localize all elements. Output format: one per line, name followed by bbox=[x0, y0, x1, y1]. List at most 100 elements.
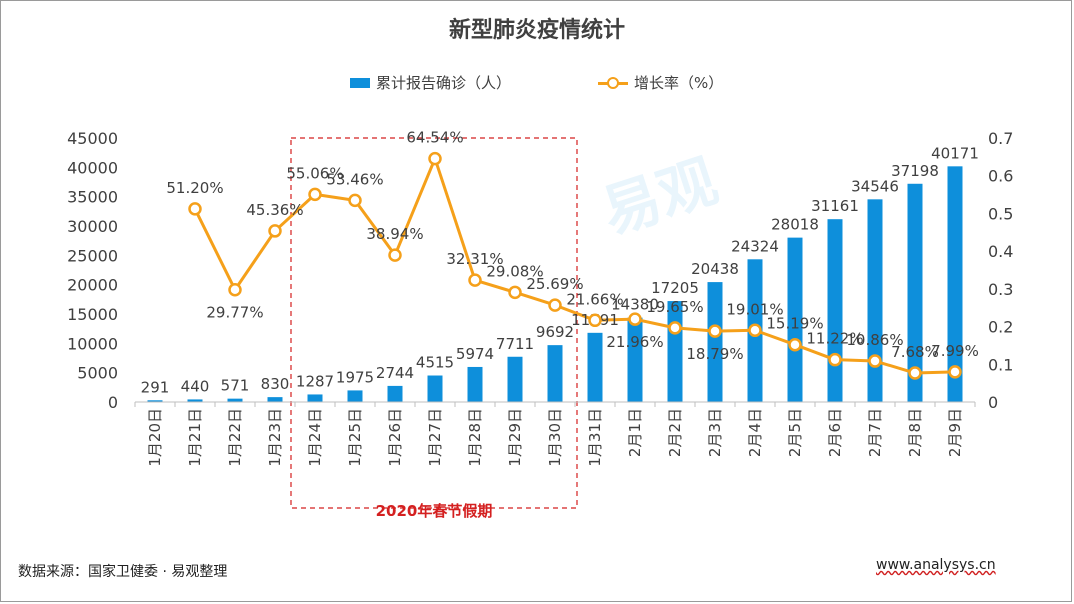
y-right-tick-label: 0 bbox=[988, 393, 998, 412]
x-tick-label: 1月26日 bbox=[386, 408, 404, 467]
y-left-tick-label: 45000 bbox=[67, 129, 118, 148]
y-right-tick-label: 0.3 bbox=[988, 280, 1013, 299]
bar-value-label: 291 bbox=[141, 378, 170, 396]
bar-value-label: 31161 bbox=[811, 197, 859, 215]
footer-url[interactable]: www.analysys.cn bbox=[876, 557, 996, 573]
bar-value-label: 14380 bbox=[611, 296, 659, 314]
bar-cumulative bbox=[547, 345, 563, 402]
chart-legend: 累计报告确诊（人） 增长率（%） bbox=[0, 72, 1074, 96]
footer-source: 数据来源：国家卫健委 · 易观整理 bbox=[18, 564, 228, 580]
bar-cumulative bbox=[467, 366, 483, 402]
growth-rate-point bbox=[868, 354, 882, 368]
x-tick-label: 2月5日 bbox=[786, 408, 804, 457]
legend-item-growth: 增长率（%） bbox=[598, 72, 723, 93]
bar-cumulative bbox=[867, 199, 883, 402]
growth-rate-label: 15.19% bbox=[766, 315, 823, 333]
x-tick-label: 1月23日 bbox=[266, 408, 284, 467]
bar-cumulative bbox=[947, 166, 963, 402]
growth-rate-label: 21.66% bbox=[566, 290, 623, 308]
bar-cumulative bbox=[147, 400, 163, 402]
bar-value-label: 2744 bbox=[376, 364, 414, 382]
growth-rate-label: 51.20% bbox=[166, 179, 223, 197]
growth-rate-label: 18.79% bbox=[686, 345, 743, 363]
growth-rate-point bbox=[268, 224, 282, 238]
x-tick-label: 2月6日 bbox=[826, 408, 844, 457]
x-tick-label: 2月3日 bbox=[706, 408, 724, 457]
growth-rate-label: 11.22% bbox=[806, 330, 863, 348]
y-left-tick-label: 15000 bbox=[67, 305, 118, 324]
bar-value-label: 1287 bbox=[296, 372, 334, 390]
x-tick-label: 1月25日 bbox=[346, 408, 364, 467]
growth-rate-point bbox=[948, 365, 962, 379]
growth-rate-label: 29.77% bbox=[206, 304, 263, 322]
y-left-tick-label: 25000 bbox=[67, 246, 118, 265]
growth-rate-point bbox=[668, 321, 682, 335]
legend-label-growth: 增长率（%） bbox=[634, 74, 724, 92]
x-tick-label: 2月7日 bbox=[866, 408, 884, 457]
growth-rate-label: 64.54% bbox=[406, 129, 463, 147]
y-right-tick-label: 0.5 bbox=[988, 204, 1013, 223]
legend-line-swatch bbox=[598, 76, 628, 89]
growth-rate-point bbox=[228, 282, 242, 297]
y-left-tick-label: 35000 bbox=[67, 188, 118, 207]
holiday-annotation-label: 2020年春节假期 bbox=[376, 502, 493, 520]
growth-rate-label: 53.46% bbox=[326, 170, 383, 188]
growth-rate-point bbox=[188, 202, 202, 216]
x-tick-label: 1月21日 bbox=[186, 408, 204, 467]
legend-item-cumulative: 累计报告确诊（人） bbox=[350, 72, 511, 93]
bar-value-label: 440 bbox=[181, 377, 210, 395]
bar-value-label: 20438 bbox=[691, 260, 739, 278]
y-left-tick-label: 30000 bbox=[67, 217, 118, 236]
y-left-tick-label: 5000 bbox=[77, 364, 118, 383]
bar-cumulative bbox=[787, 237, 803, 402]
bar-cumulative bbox=[707, 282, 723, 402]
growth-rate-label: 7.99% bbox=[931, 342, 979, 360]
holiday-annotation-box bbox=[290, 137, 578, 509]
y-right-tick-label: 0.7 bbox=[988, 129, 1013, 148]
x-tick-label: 2月9日 bbox=[946, 408, 964, 457]
growth-rate-label: 29.08% bbox=[486, 262, 543, 280]
bar-cumulative bbox=[627, 317, 643, 402]
y-left-tick-label: 20000 bbox=[67, 276, 118, 295]
bar-value-label: 5974 bbox=[456, 345, 494, 363]
growth-rate-label: 25.69% bbox=[526, 275, 583, 293]
x-tick-label: 1月24日 bbox=[306, 408, 324, 467]
bar-cumulative bbox=[267, 397, 283, 402]
y-left-tick-label: 40000 bbox=[67, 158, 118, 177]
bar-cumulative bbox=[387, 385, 403, 402]
x-tick-label: 1月20日 bbox=[146, 408, 164, 467]
growth-rate-point bbox=[468, 273, 482, 287]
bar-cumulative bbox=[667, 301, 683, 402]
bar-value-label: 9692 bbox=[536, 323, 574, 341]
bar-value-label: 37198 bbox=[891, 162, 939, 180]
growth-rate-point bbox=[308, 187, 322, 202]
growth-rate-point bbox=[908, 366, 922, 380]
y-left-tick-label: 10000 bbox=[67, 334, 118, 353]
x-tick-label: 2月2日 bbox=[666, 408, 684, 457]
x-tick-label: 2月8日 bbox=[906, 408, 924, 457]
bar-cumulative bbox=[187, 399, 203, 402]
x-tick-label: 1月29日 bbox=[506, 408, 524, 467]
bar-cumulative bbox=[827, 219, 843, 402]
growth-rate-point bbox=[548, 298, 562, 312]
bar-value-label: 34546 bbox=[851, 177, 899, 195]
y-right-tick-label: 0.1 bbox=[988, 355, 1013, 374]
x-tick-label: 2月1日 bbox=[626, 408, 644, 457]
growth-rate-point bbox=[708, 324, 722, 338]
bar-value-label: 4515 bbox=[416, 354, 454, 372]
growth-rate-point bbox=[508, 285, 522, 300]
y-right-tick-label: 0.6 bbox=[988, 167, 1013, 186]
growth-rate-label: 32.31% bbox=[446, 250, 503, 268]
bar-cumulative bbox=[907, 183, 923, 402]
bar-cumulative bbox=[507, 356, 523, 402]
x-tick-label: 1月30日 bbox=[546, 408, 564, 467]
growth-rate-point bbox=[788, 337, 802, 352]
x-tick-label: 1月28日 bbox=[466, 408, 484, 467]
bar-value-label: 28018 bbox=[771, 216, 819, 234]
bar-cumulative bbox=[307, 394, 323, 402]
growth-rate-label: 10.86% bbox=[846, 331, 903, 349]
growth-rate-label: 19.65% bbox=[646, 298, 703, 316]
growth-rate-point bbox=[828, 352, 842, 367]
x-tick-label: 2月4日 bbox=[746, 408, 764, 457]
